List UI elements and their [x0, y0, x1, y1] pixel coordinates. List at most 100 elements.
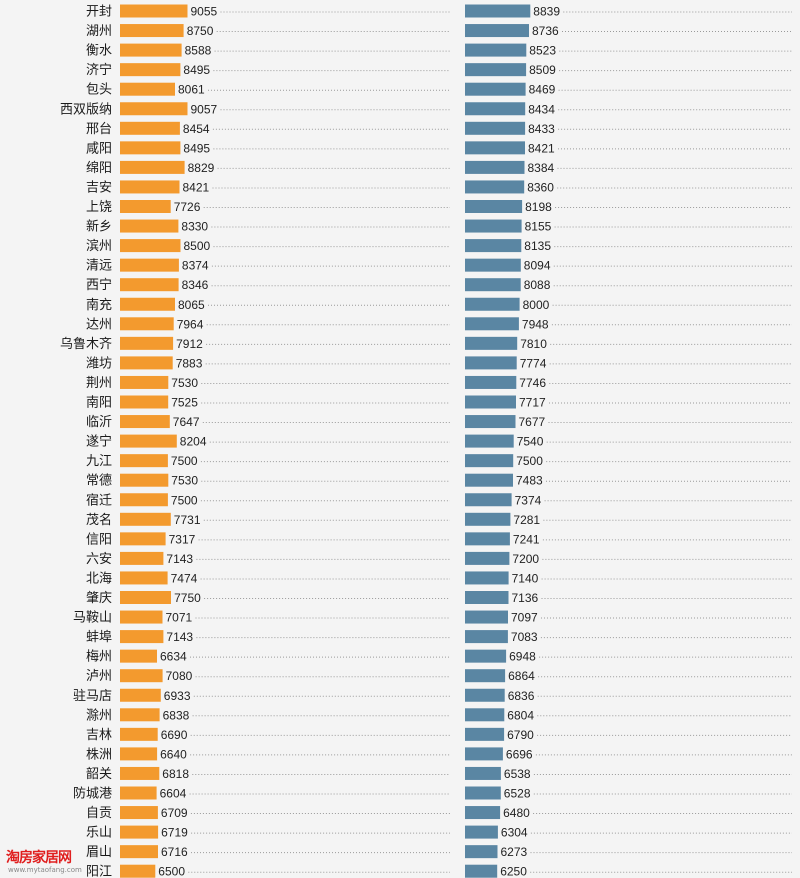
city-label: 清远 [86, 259, 112, 274]
value-label: 8829 [188, 161, 215, 175]
city-label: 遂宁 [86, 434, 112, 450]
value-label: 7374 [515, 493, 542, 507]
city-label: 咸阳 [86, 141, 112, 156]
value-label: 7281 [513, 513, 540, 527]
bar [120, 493, 168, 507]
bar [465, 160, 525, 174]
value-label: 7143 [166, 630, 193, 644]
value-label: 7540 [517, 435, 544, 449]
value-label: 8061 [178, 83, 205, 97]
city-label: 西宁 [86, 277, 112, 293]
value-label: 7530 [171, 474, 198, 488]
bar [120, 747, 158, 761]
city-label: 南阳 [86, 395, 112, 411]
city-label: 眉山 [86, 845, 112, 860]
bar [465, 375, 517, 389]
value-label: 8155 [525, 220, 552, 234]
watermark-url: www.mytaofang.com [8, 866, 82, 874]
value-label: 8421 [183, 180, 210, 194]
bar [120, 43, 182, 57]
bar [120, 415, 170, 429]
bar [465, 24, 529, 38]
city-label: 湖州 [86, 24, 112, 39]
value-label: 7143 [166, 552, 193, 566]
value-label: 8330 [181, 220, 208, 234]
bar [465, 649, 507, 663]
city-label: 包头 [86, 83, 112, 98]
city-label: 驻马店 [73, 689, 112, 704]
bar [120, 591, 171, 604]
bar [120, 200, 171, 213]
bar [120, 63, 181, 77]
value-label: 6719 [161, 826, 188, 840]
value-label: 6690 [161, 728, 188, 742]
bar [465, 336, 518, 350]
bar [465, 415, 516, 429]
bar [120, 239, 181, 253]
value-label: 6634 [160, 650, 187, 664]
city-label: 新乡 [86, 219, 112, 235]
value-label: 6948 [509, 650, 536, 664]
bar [120, 512, 171, 526]
value-label: 7948 [522, 317, 549, 331]
value-label: 7726 [174, 200, 201, 214]
value-label: 6500 [158, 865, 185, 878]
value-label: 7883 [176, 356, 203, 370]
value-label: 6528 [504, 787, 531, 801]
value-label: 8509 [529, 63, 556, 77]
city-label: 乌鲁木齐 [60, 336, 112, 352]
value-label: 7530 [171, 376, 198, 390]
bar [465, 532, 510, 546]
value-label: 6838 [163, 708, 190, 722]
city-label: 临沂 [86, 415, 112, 430]
city-label: 上饶 [86, 200, 112, 215]
value-label: 6640 [160, 747, 187, 761]
bar [120, 4, 188, 18]
value-label: 6304 [501, 826, 528, 840]
value-label: 8094 [524, 259, 551, 273]
bar [465, 102, 526, 116]
value-label: 7964 [177, 317, 204, 331]
bar [465, 727, 505, 741]
value-label: 8433 [528, 122, 555, 136]
city-label: 泸州 [86, 669, 112, 684]
value-label: 8495 [183, 63, 210, 77]
bar [120, 141, 181, 155]
city-label: 梅州 [86, 650, 112, 665]
value-label: 8360 [527, 180, 554, 194]
city-label: 衡水 [86, 44, 112, 59]
bar [465, 845, 498, 859]
bar [120, 356, 173, 370]
city-label: 开封 [86, 5, 112, 20]
value-label: 7500 [171, 454, 198, 468]
bar [465, 63, 527, 77]
bar [120, 297, 175, 311]
value-label: 8135 [524, 239, 551, 253]
bar [120, 864, 156, 878]
value-label: 8421 [528, 141, 555, 155]
bar [120, 102, 188, 116]
bar [465, 610, 508, 624]
value-label: 7746 [519, 376, 546, 390]
value-label: 7080 [166, 669, 193, 683]
value-label: 8523 [529, 44, 556, 58]
bar [465, 297, 520, 311]
bar [465, 395, 516, 409]
bar [465, 473, 513, 487]
value-label: 7731 [174, 513, 201, 527]
value-label: 6480 [503, 806, 530, 820]
city-label: 达州 [86, 317, 112, 332]
city-label: 邢台 [86, 122, 112, 137]
value-label: 7750 [174, 591, 201, 605]
value-label: 8088 [524, 278, 551, 292]
bar [465, 200, 523, 213]
bar [120, 766, 160, 780]
city-label: 茂名 [86, 512, 112, 528]
bar [120, 571, 168, 585]
value-label: 8469 [529, 83, 556, 97]
value-label: 8198 [525, 200, 552, 214]
value-label: 8839 [533, 5, 560, 19]
bar [465, 121, 526, 135]
bar [465, 434, 514, 448]
